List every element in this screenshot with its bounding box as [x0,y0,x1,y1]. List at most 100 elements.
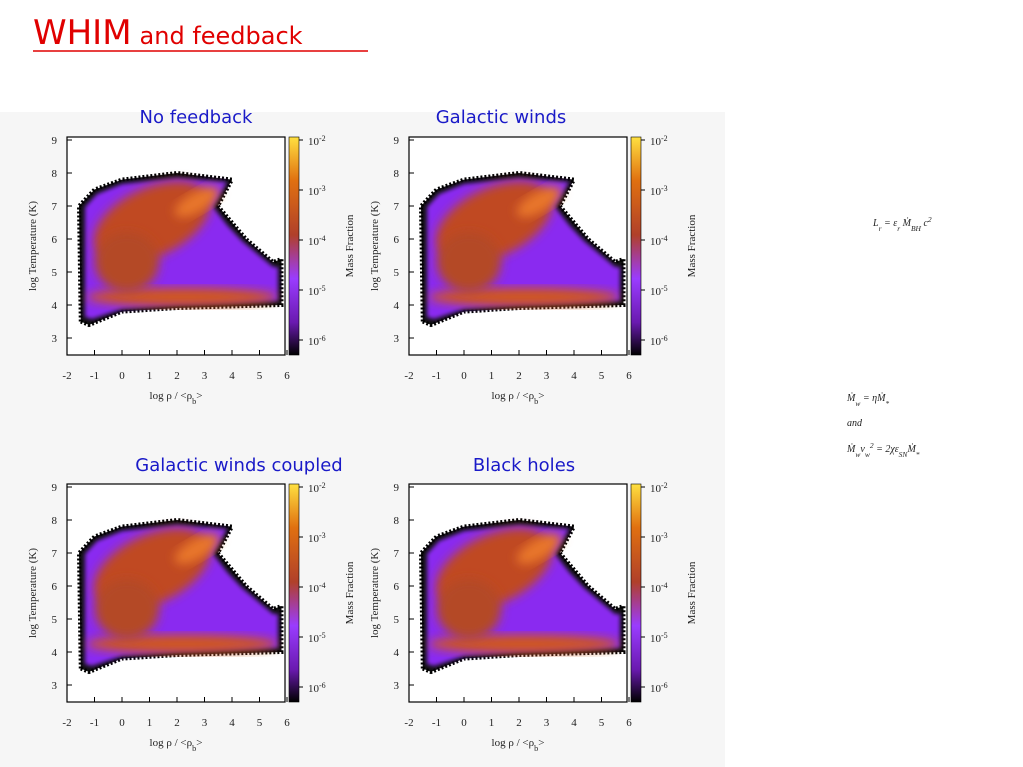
y-tick-label: 3 [394,333,400,345]
y-tick-label: 9 [394,135,400,147]
colorbar [630,136,642,356]
y-tick-label: 6 [52,234,58,246]
colorbar-label: Mass Fraction [344,561,356,624]
tick-base: 10 [650,186,662,198]
colorbar [288,136,300,356]
text-segment: 2 [870,441,874,450]
equation: Ṁwvw2 = 2χεSNṀ* [846,441,920,459]
tick-base: 10 [308,633,320,645]
colorbar-label: Mass Fraction [686,214,698,277]
text-segment: b [534,397,538,406]
y-axis-label: log Temperature (K) [27,548,39,638]
tick-exponent: -5 [661,631,668,640]
colorbar-tick-label: 10-4 [650,234,668,249]
colorbar-tick-label: 10-4 [650,581,668,596]
x-tick-label: -2 [404,370,413,382]
x-tick-label: 3 [544,717,550,729]
colorbar-tick-label: 10-3 [650,184,668,199]
x-tick-label: 6 [626,370,632,382]
tick-base: 10 [308,683,320,695]
x-tick-label: 1 [147,717,153,729]
x-tick-label: 0 [461,370,467,382]
phase-diagram: -2 -1 0 1 2 3 4 5 6 9 8 7 6 5 4 3 log ρ / <ρb> log Temper… [369,481,698,753]
y-tick-label: 8 [394,168,400,180]
text-segment: log ρ / <ρ [150,737,193,749]
text-segment: * [885,399,889,408]
colorbar-label: Mass Fraction [686,561,698,624]
colorbar-tick-label: 10-3 [308,184,326,199]
equation: Lr = εr ṀBH c2 [872,215,932,233]
x-tick-label: 2 [516,370,522,382]
colorbar-label: Mass Fraction [344,214,356,277]
tick-exponent: -2 [661,134,668,143]
colorbar-tick-label: 10-5 [308,631,326,646]
tick-exponent: -3 [661,531,668,540]
y-tick-label: 5 [394,267,400,279]
text-segment: v [860,444,865,455]
x-tick-label: -2 [404,717,413,729]
y-tick-label: 9 [52,135,58,147]
text-segment: = ε [881,218,897,229]
text-segment: w [855,450,860,459]
y-tick-label: 8 [52,515,58,527]
tick-base: 10 [650,683,662,695]
text-segment: > [196,737,202,749]
text-segment: Ṁ [846,392,856,404]
colorbar-tick-label: 10-3 [650,531,668,546]
tick-base: 10 [308,236,320,248]
x-tick-label: 0 [461,717,467,729]
text-segment: = ηṀ [860,392,886,404]
y-tick-label: 9 [394,482,400,494]
title-rest: and feedback [140,22,303,50]
panel-title: Galactic winds [436,107,567,128]
panel-title: Galactic winds coupled [135,455,342,476]
y-tick-label: 8 [52,168,58,180]
x-tick-label: 5 [257,370,263,382]
tick-exponent: -6 [661,681,668,690]
x-tick-label: 6 [626,717,632,729]
colorbar-tick-label: 10-2 [308,481,326,496]
colorbar-tick-label: 10-6 [308,334,326,349]
text-segment: r [897,224,900,233]
colorbar [288,483,300,703]
x-tick-label: 3 [202,370,208,382]
y-axis-label: log Temperature (K) [369,201,381,291]
title-main: WHIM [33,13,132,53]
y-axis-label: log Temperature (K) [369,548,381,638]
tick-exponent: -4 [661,581,668,590]
text-segment: SN [899,450,909,459]
tick-exponent: -5 [661,284,668,293]
tick-exponent: -6 [661,334,668,343]
tick-base: 10 [650,633,662,645]
equation: Ṁw = ηṀ* [846,392,889,408]
x-tick-label: 2 [516,717,522,729]
tick-exponent: -2 [319,481,326,490]
tick-exponent: -4 [661,234,668,243]
tick-base: 10 [650,583,662,595]
tick-exponent: -4 [319,581,326,590]
text-segment: > [538,737,544,749]
tick-base: 10 [308,186,320,198]
text-segment: b [192,744,196,753]
y-tick-label: 4 [52,300,58,312]
x-tick-label: 3 [202,717,208,729]
y-tick-label: 6 [52,581,58,593]
colorbar-tick-label: 10-2 [650,481,668,496]
text-segment: L [872,218,879,229]
text-segment: log ρ / <ρ [492,737,535,749]
text-segment: * [916,450,920,459]
x-tick-label: -1 [432,717,441,729]
x-tick-label: 1 [489,370,495,382]
tick-base: 10 [308,483,320,495]
colorbar-tick-label: 10-2 [308,134,326,149]
equation: and [847,418,863,429]
colorbar [630,483,642,703]
y-tick-label: 7 [394,201,400,213]
tick-exponent: -3 [661,184,668,193]
text-segment: w [865,450,870,459]
text-segment: > [196,390,202,402]
tick-exponent: -3 [319,531,326,540]
tick-base: 10 [650,236,662,248]
plot-frame [66,136,286,356]
x-tick-label: 4 [571,370,577,382]
